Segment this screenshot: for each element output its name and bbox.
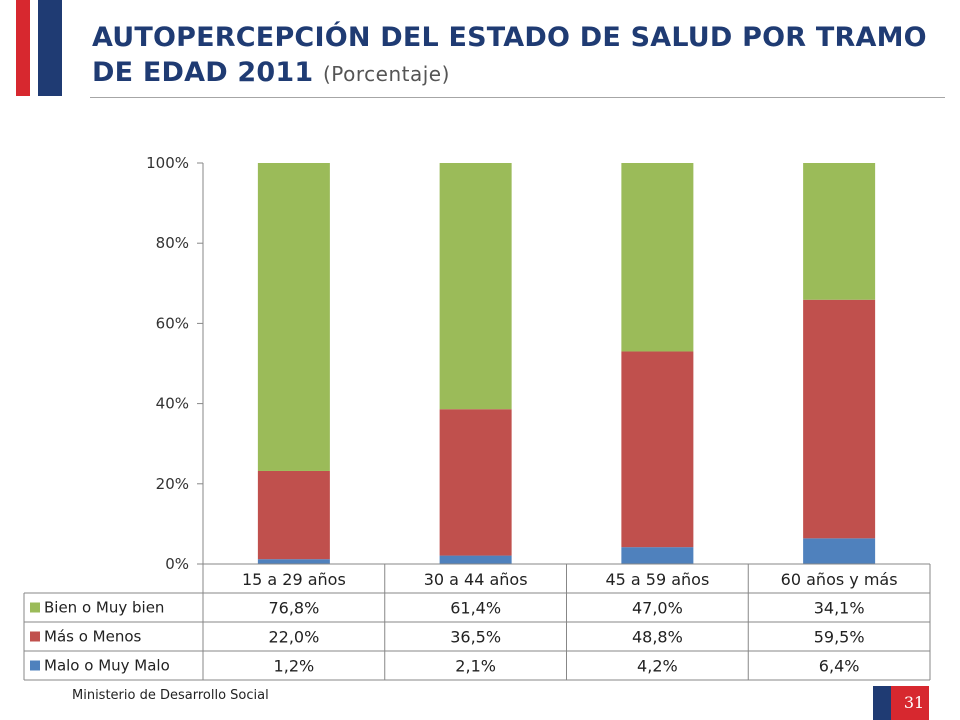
bar-segment (803, 299, 876, 539)
bar-segment (803, 538, 876, 564)
bar-segment (621, 547, 694, 564)
data-label: 47,0% (632, 599, 683, 618)
data-label: 4,2% (637, 657, 678, 676)
data-label: 76,8% (268, 599, 319, 618)
data-label: 1,2% (274, 657, 315, 676)
y-tick-label: 20% (156, 475, 189, 493)
bar-segment (257, 470, 330, 560)
legend-swatch (30, 660, 40, 671)
legend-swatch (30, 631, 40, 642)
bar-segment (439, 555, 512, 564)
legend-entry: Bien o Muy bien (44, 599, 164, 617)
bar-segment (621, 351, 694, 548)
data-label: 34,1% (814, 599, 865, 618)
title-text: AUTOPERCEPCIÓN DEL ESTADO DE SALUD POR T… (92, 22, 927, 88)
footer-ministry: Ministerio de Desarrollo Social (72, 688, 269, 703)
page-number: 31 (899, 686, 929, 720)
bar-segment (439, 163, 512, 410)
y-tick-label: 0% (165, 555, 189, 573)
y-tick-label: 40% (156, 395, 189, 413)
page-number-badge: 31 (873, 686, 933, 720)
y-tick-label: 80% (156, 234, 189, 252)
x-tick-label: 30 a 44 años (424, 570, 528, 589)
bar-segment (803, 163, 876, 300)
data-label: 36,5% (450, 628, 501, 647)
x-tick-label: 60 años y más (781, 570, 898, 589)
bar-segment (439, 409, 512, 556)
x-tick-label: 15 a 29 años (242, 570, 346, 589)
y-tick-label: 100% (146, 154, 189, 172)
legend-entry: Malo o Muy Malo (44, 657, 170, 675)
legend-swatch (30, 602, 40, 613)
y-tick-label: 60% (156, 314, 189, 332)
legend-entry: Más o Menos (44, 628, 142, 646)
data-label: 61,4% (450, 599, 501, 618)
data-label: 59,5% (814, 628, 865, 647)
data-label: 6,4% (819, 657, 860, 676)
page-title: AUTOPERCEPCIÓN DEL ESTADO DE SALUD POR T… (92, 20, 942, 92)
title-divider (90, 97, 945, 98)
bar-segment (257, 559, 330, 564)
flag-logo (16, 0, 62, 96)
data-label: 48,8% (632, 628, 683, 647)
bar-segment (621, 163, 694, 352)
title-subtitle: (Porcentaje) (322, 62, 450, 86)
data-label: 22,0% (268, 628, 319, 647)
data-label: 2,1% (455, 657, 496, 676)
bar-segment (257, 163, 330, 471)
x-tick-label: 45 a 59 años (605, 570, 709, 589)
